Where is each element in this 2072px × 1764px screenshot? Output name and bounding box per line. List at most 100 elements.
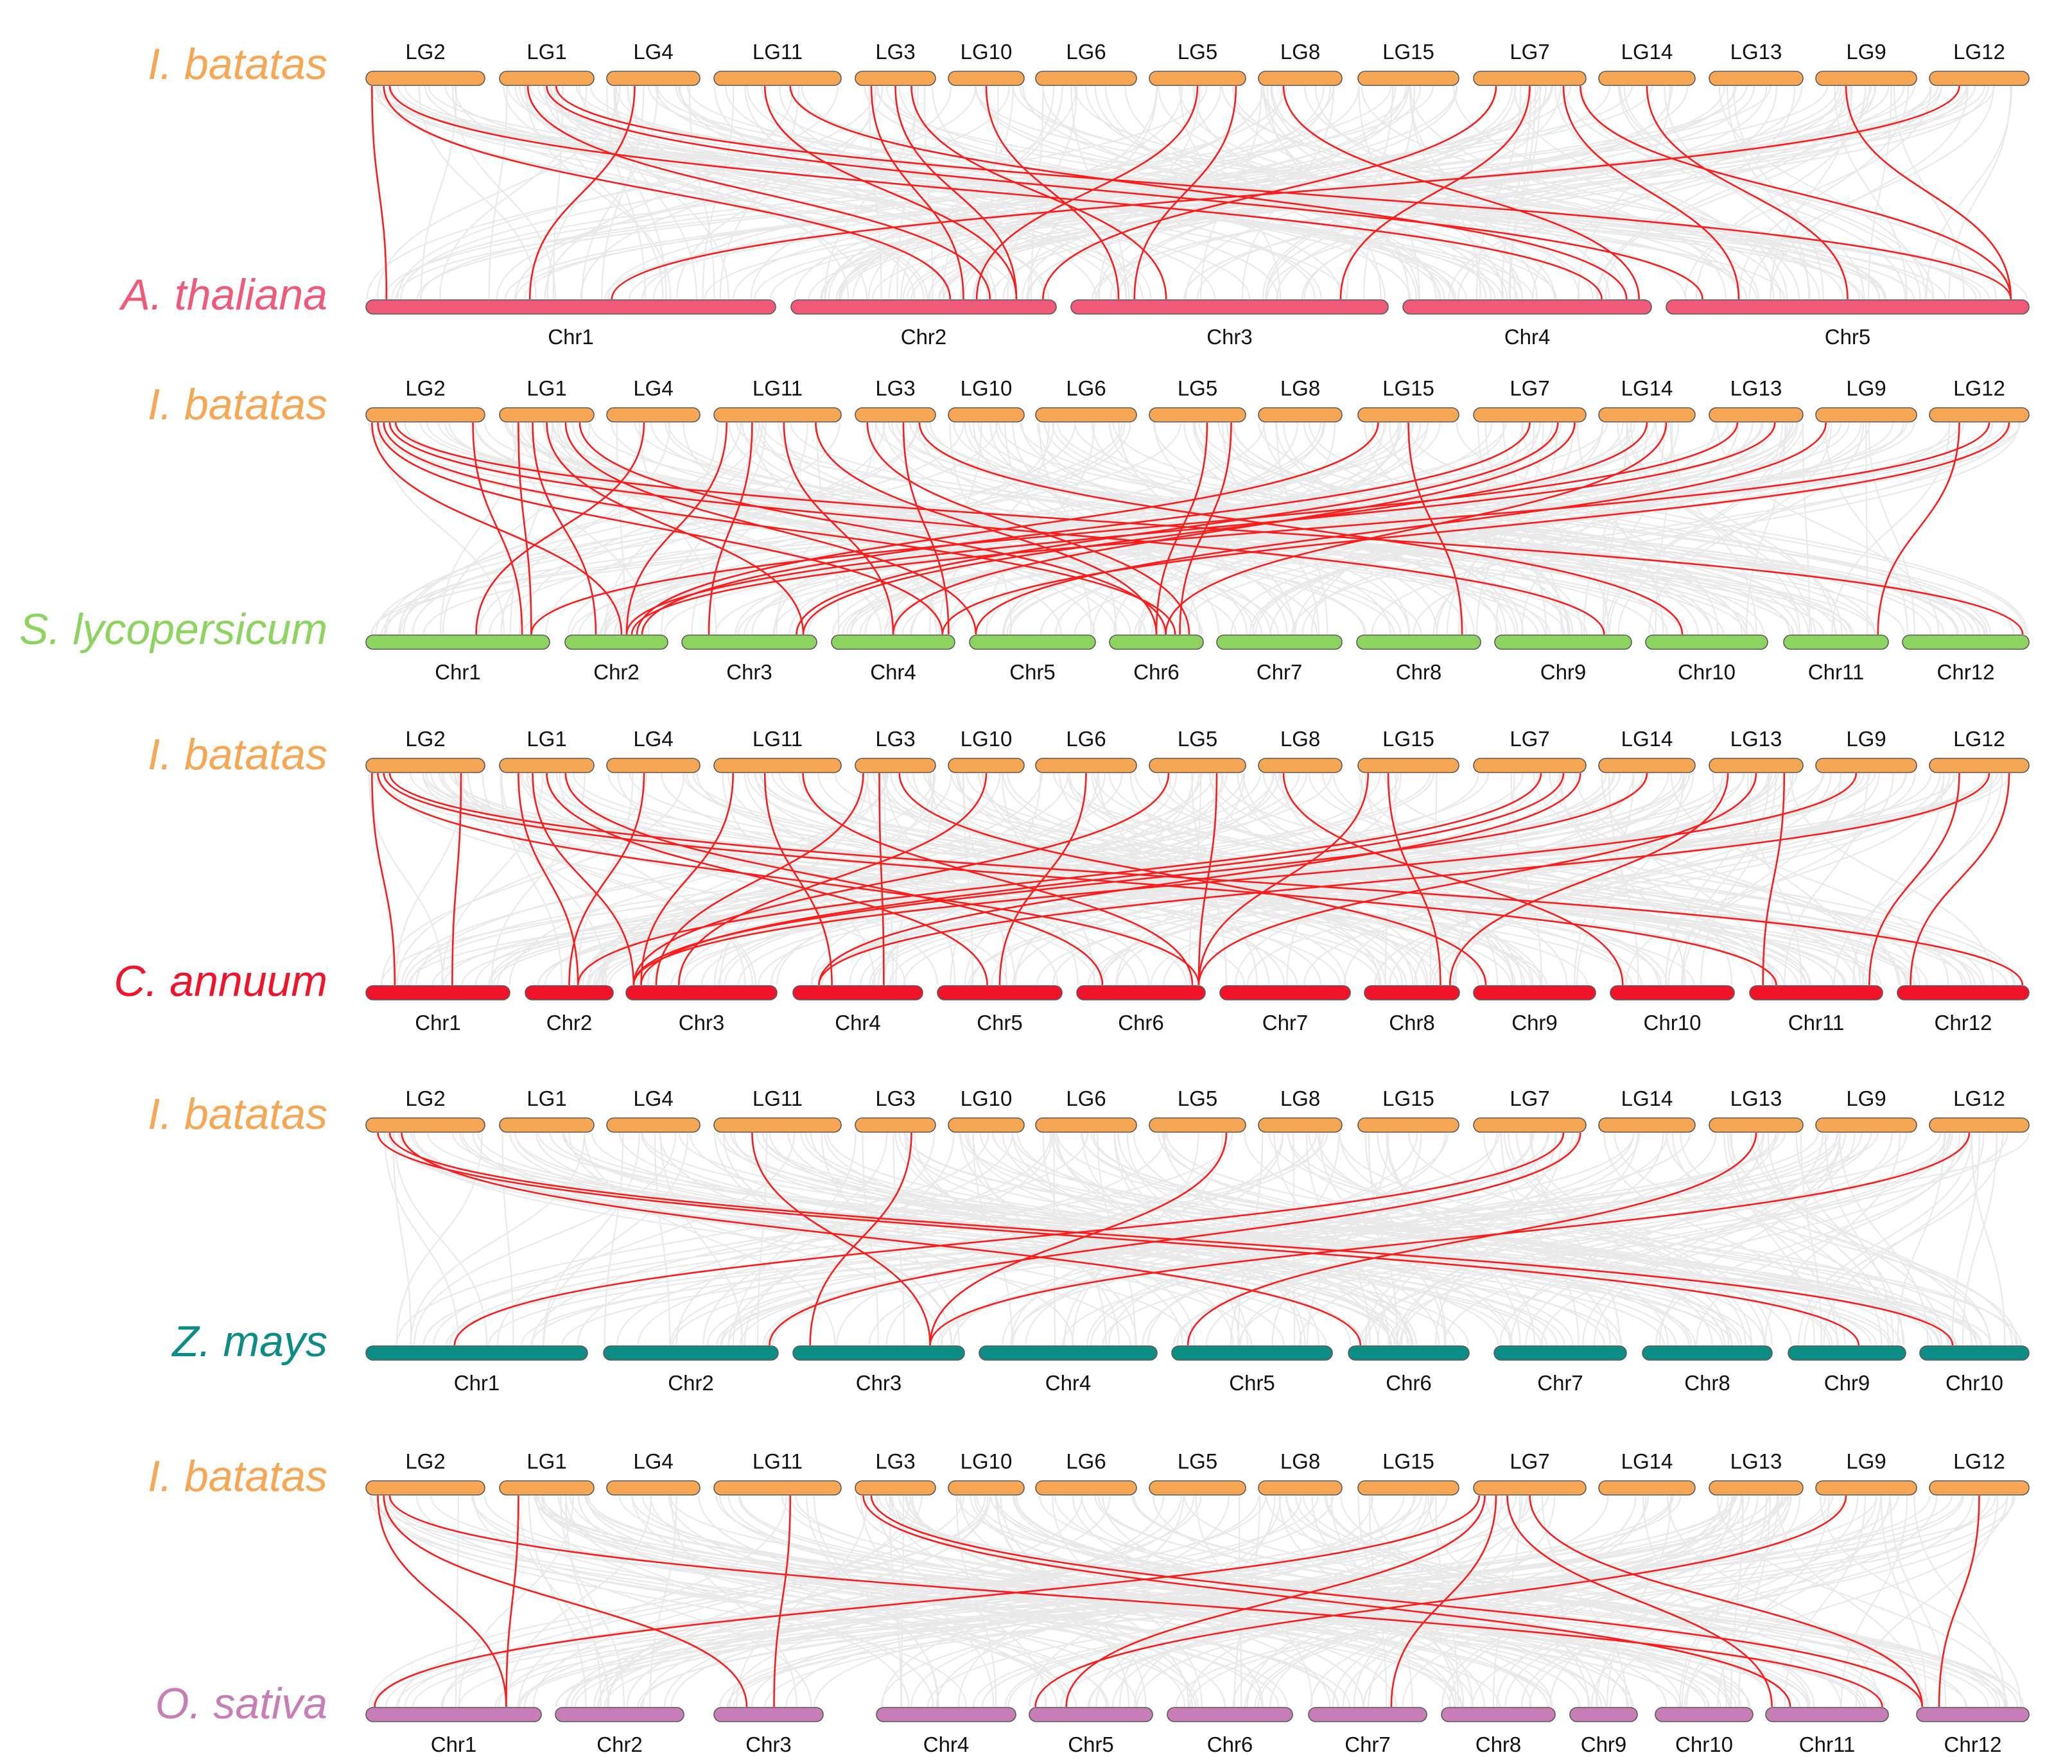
highlighted-link [1762,773,1786,986]
background-link [1102,1495,1486,1707]
background-link [1043,422,1713,635]
background-link [702,85,735,300]
background-link [650,422,1422,635]
background-link [1198,422,2015,635]
background-link [1384,773,1397,986]
chromosome-lg9 [1815,758,1917,773]
species-label-target: O. sativa [155,1679,327,1728]
background-link [584,1132,836,1346]
background-link [550,85,1046,300]
background-link [1183,85,1989,300]
highlighted-link [1034,1495,1847,1707]
background-link [861,773,1662,986]
background-link [675,1132,888,1346]
background-link [888,85,1063,300]
chromosome-chr5 [1171,1345,1333,1361]
background-link [678,1132,1872,1346]
background-link [654,1132,671,1346]
chromosome-lg9 [1815,71,1917,86]
chromosome-chr2 [564,634,668,650]
highlighted-link [1449,773,1729,986]
chromosome-chr8 [1356,634,1481,650]
chromosome-lg2 [365,1480,485,1496]
background-link [1619,85,1935,300]
background-link [1532,85,1778,300]
chromosome-label: Chr4 [1504,325,1551,349]
background-link [404,773,1214,986]
background-link [702,1132,936,1346]
chromosome-label: LG5 [1178,727,1217,751]
background-link [762,1132,1892,1346]
background-link [525,85,672,300]
background-link [412,422,918,635]
chromosome-lg2 [365,407,485,423]
background-link [1285,1495,2001,1707]
highlighted-link [388,1495,1883,1707]
background-link [383,422,840,635]
background-link [584,1495,1861,1707]
background-link [498,1495,1260,1707]
background-link [1575,773,1901,986]
chromosome-lg11 [713,1117,842,1133]
highlighted-link [631,422,1990,635]
background-link [440,1495,1267,1707]
highlighted-links [371,422,2024,635]
species-label-target: S. lycopersicum [19,605,327,654]
background-link [1262,85,1782,300]
chromosome-label: LG11 [753,376,803,400]
highlighted-link [763,773,833,986]
chromosome-label: LG3 [875,376,915,400]
reference-chromosomes: LG2 LG1 LG4 LG11 LG3 LG10 LG6 LG5 LG8 LG15 LG7 LG14… [365,1087,2030,1133]
highlighted-link [898,773,1487,986]
background-link [388,1132,1327,1346]
chromosome-lg7 [1473,407,1587,423]
background-link [1664,85,1811,300]
highlighted-link [1845,85,2012,300]
background-link [439,85,588,300]
highlighted-link [401,1132,1362,1346]
chromosome-label: LG11 [753,727,803,751]
background-link [1163,1132,1409,1346]
chromosome-label: LG6 [1066,1087,1106,1110]
chromosome-chr5 [1666,299,2030,315]
background-link [623,422,1908,635]
background-link [1007,1495,1827,1707]
chromosome-label: Chr7 [1537,1371,1583,1395]
chromosome-chr2 [555,1707,684,1722]
background-link [388,1495,1280,1707]
chromosome-lg8 [1258,71,1343,86]
chromosome-label: LG15 [1382,1087,1434,1110]
highlighted-link [892,422,1576,635]
background-link [776,773,1200,986]
background-link [396,1132,989,1346]
background-link [1951,1132,1980,1346]
background-link [557,422,882,635]
chromosome-label: Chr5 [1229,1371,1275,1395]
background-link [1776,1495,1922,1707]
background-link [560,1495,625,1707]
highlighted-link [1282,85,1640,300]
chromosome-label: LG7 [1510,40,1549,64]
background-link [1025,1132,1447,1346]
background-link [1249,422,1791,635]
chromosome-label: LG1 [527,1449,566,1473]
background-link [552,85,564,300]
background-link [606,1495,989,1707]
chromosome-lg12 [1929,71,2030,86]
chromosome-label: Chr5 [1009,660,1056,684]
background-link [968,773,1932,986]
chromosome-chr9 [1494,634,1632,650]
chromosome-label: Chr5 [1068,1733,1114,1756]
background-link [1239,1132,1908,1346]
highlighted-link [678,773,988,986]
chromosome-lg9 [1815,407,1917,423]
chromosome-chr1 [365,985,510,1000]
chromosome-lg9 [1815,1117,1917,1133]
background-link [647,773,1228,986]
highlighted-link [388,85,1603,300]
background-link [442,422,590,635]
chromosome-chr12 [1916,1707,2030,1722]
highlighted-link [518,422,532,635]
chromosome-label: Chr10 [1946,1371,2003,1395]
chromosome-label: Chr7 [1257,660,1303,684]
